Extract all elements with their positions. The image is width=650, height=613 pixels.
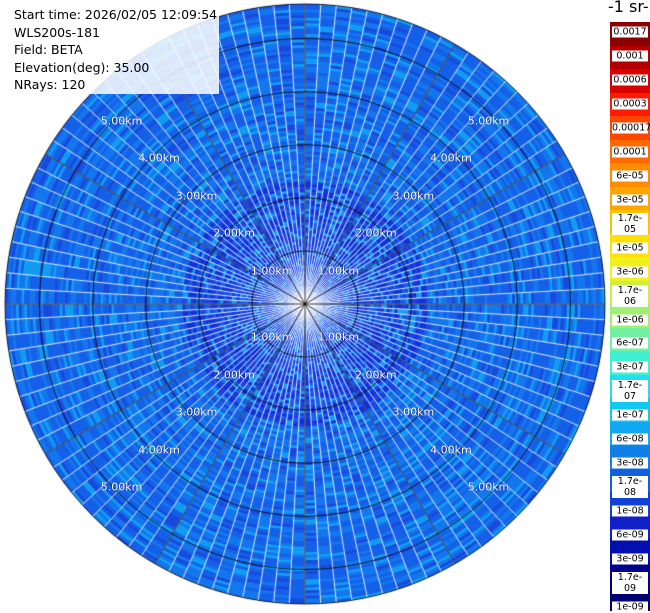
range-ring-label: 5.00km	[467, 114, 510, 127]
colorbar-tick-label: 1e-06	[612, 314, 648, 325]
colorbar-tick-label: 1e-05	[612, 242, 648, 254]
range-ring-label: 4.00km	[430, 443, 472, 457]
colorbar-tick-label: 0.0001	[612, 146, 648, 158]
ppi-scan-plot	[0, 0, 610, 610]
colorbar-tick-label: 1.7e-09	[612, 572, 648, 595]
colorbar-tick-label: 0.00017	[612, 122, 650, 134]
range-ring-label: 1.00km	[317, 264, 360, 278]
colorbar-title: -1 sr-1	[608, 0, 650, 16]
field-text: Field: BETA	[14, 42, 83, 57]
range-ring-label: 2.00km	[355, 368, 397, 382]
range-ring-label: 2.00km	[355, 226, 397, 240]
colorbar-tick-label: 6e-07	[612, 337, 648, 349]
start-time-text: Start time: 2026/02/05 12:09:54	[14, 7, 218, 22]
colorbar-tick-label: 3e-05	[612, 194, 648, 206]
colorbar-tick-label: 1e-07	[612, 409, 648, 421]
colorbar-tick-label: 3e-09	[612, 553, 648, 565]
range-ring-label: 5.00km	[100, 480, 143, 494]
instrument-text: WLS200s-181	[14, 24, 100, 40]
colorbar-tick-label: 0.0003	[612, 98, 648, 110]
colorbar-tick-label: 0.0006	[612, 74, 648, 86]
elevation-text: Elevation(deg): 35.00	[14, 59, 150, 75]
range-ring-label: 1.00km	[250, 330, 293, 344]
scan-info-panel: Start time: 2026/02/05 12:09:54 WLS200s-…	[12, 6, 220, 94]
colorbar-tick-label: 3e-07	[612, 361, 648, 373]
range-ring-label: 3.00km	[175, 189, 218, 203]
colorbar-tick-label: 1e-09	[612, 601, 648, 613]
range-ring-label: 4.00km	[138, 443, 180, 457]
range-ring-label: 1.00km	[250, 264, 293, 278]
colorbar-tick-label: 1.7e-05	[612, 212, 648, 235]
colorbar-tick-label: 0.001	[612, 50, 648, 62]
nrays-text: NRays: 120	[14, 77, 86, 92]
range-ring-label: 1.00km	[317, 330, 360, 344]
colorbar-tick-label: 3e-08	[612, 457, 648, 469]
range-ring-label: 3.00km	[392, 189, 435, 203]
colorbar-tick-label: 6e-05	[612, 170, 648, 182]
colorbar-tick-label: 6e-08	[612, 433, 648, 445]
colorbar-tick-label: 6e-09	[612, 529, 648, 541]
colorbar-tick-label: 1.7e-06	[612, 284, 648, 307]
colorbar-tick-label: 1.7e-07	[612, 380, 648, 403]
range-ring-label: 5.00km	[100, 114, 143, 127]
range-ring-label: 2.00km	[213, 226, 255, 240]
range-ring-label: 2.00km	[213, 368, 255, 382]
colorbar-tick-label: 3e-06	[612, 266, 648, 278]
range-ring-label: 4.00km	[138, 151, 180, 165]
colorbar: 0.0017 0.001 0.0006 0.0003 0.00017 0.0001 6e-0…	[610, 22, 650, 613]
range-ring-label: 3.00km	[392, 405, 435, 419]
range-ring-label: 4.00km	[430, 151, 472, 165]
colorbar-tick-label: 0.0017	[612, 26, 648, 38]
range-ring-label: 3.00km	[175, 405, 218, 419]
range-ring-label: 5.00km	[467, 480, 510, 494]
colorbar-tick-label: 1e-08	[612, 505, 648, 517]
colorbar-tick-label: 1.7e-08	[612, 476, 648, 499]
